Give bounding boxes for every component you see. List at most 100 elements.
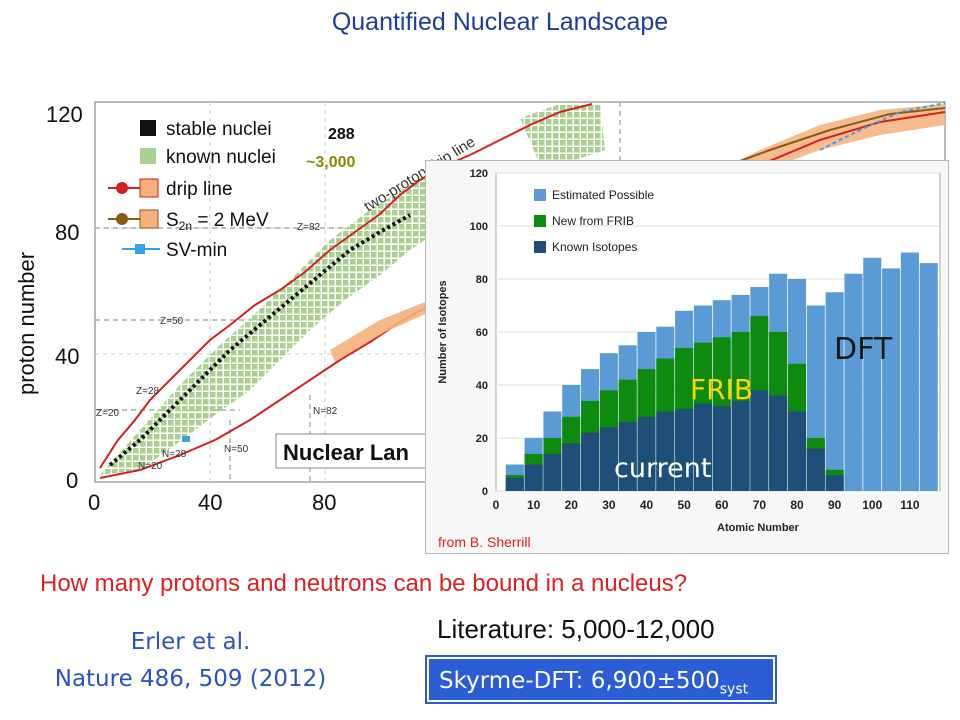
magic-z50: Z=50 (160, 316, 184, 327)
legend-stable-swatch (140, 120, 156, 136)
bar-known-isotopes-30 (599, 427, 618, 491)
frib-overlay-label: FRIB (690, 373, 753, 406)
inset-legend-label-2: Known Isotopes (552, 240, 637, 254)
citation-authors: Erler et al. (130, 629, 251, 655)
inset-ytick-0: 0 (482, 486, 488, 498)
question-text: How many protons and neutrons can be bou… (40, 570, 688, 597)
upper-s2n-line (709, 107, 946, 173)
inset-xtick-10: 10 (527, 498, 541, 512)
inset-legend-swatch-1 (534, 215, 546, 227)
result-sub: syst (719, 681, 749, 698)
inset-ytick-120: 120 (470, 168, 488, 180)
bar-known-isotopes-60 (712, 406, 731, 491)
y-axis-label: proton number (14, 252, 39, 395)
result-main: Skyrme-DFT: 6,900±500 (439, 668, 720, 694)
bar-known-isotopes-25 (581, 432, 600, 491)
proton-drip-line (99, 103, 593, 469)
banner-text: Nuclear Lan (283, 440, 409, 465)
bar-known-isotopes-85 (806, 448, 825, 491)
upper-drip-band (700, 104, 945, 195)
neutron-drip-band (330, 300, 430, 362)
inset-xtick-40: 40 (640, 498, 654, 512)
svmin-line (819, 102, 946, 151)
legend-s2n-label: S2n = 2 MeV (166, 210, 269, 233)
magic-z82: Z=82 (297, 222, 321, 233)
svmin-marker (182, 436, 190, 442)
banner-box (275, 433, 437, 469)
magic-n50: N=50 (224, 444, 249, 455)
inset-xtick-30: 30 (602, 498, 616, 512)
inset-ytick-100: 100 (470, 221, 488, 233)
inset-chart: 0 20 40 60 80 100 120 0 10 20 30 40 50 60 70 80 90 100 110… (425, 160, 949, 554)
xtick-80: 80 (312, 490, 336, 515)
xtick-0: 0 (88, 490, 100, 515)
bar-known-isotopes-10 (524, 464, 543, 491)
inset-legend-label-1: New from FRIB (552, 214, 634, 228)
ytick-0: 0 (66, 468, 78, 493)
legend-drip-marker (116, 182, 128, 194)
legend-stable-label: stable nuclei (166, 119, 272, 140)
inset-xtick-0: 0 (493, 498, 500, 512)
known-count: ~3,000 (306, 154, 355, 171)
bar-known-isotopes-20 (562, 443, 581, 491)
magic-n28: N=28 (162, 449, 187, 460)
stable-count: 288 (328, 126, 355, 143)
bar-known-isotopes-15 (543, 453, 562, 491)
inset-xtick-80: 80 (790, 498, 804, 512)
inset-legend-swatch-0 (534, 189, 546, 201)
neutron-drip-line (99, 304, 431, 479)
inset-xtick-90: 90 (828, 498, 842, 512)
inset-ytick-20: 20 (476, 433, 488, 445)
bar-known-isotopes-35 (618, 422, 637, 491)
inset-chart-svg: 0 20 40 60 80 100 120 0 10 20 30 40 50 60 70 80 90 100 110… (437, 168, 941, 550)
bar-estimated-possible-105 (882, 268, 901, 491)
known-nuclei-region (100, 168, 440, 475)
bar-known-isotopes-80 (787, 411, 807, 491)
inset-credit: from B. Sherrill (438, 534, 531, 550)
bar-known-isotopes-5 (505, 477, 524, 491)
legend-s2n-marker (116, 213, 128, 225)
literature-range: Literature: 5,000-12,000 (437, 614, 715, 644)
bar-estimated-possible-115 (919, 263, 938, 491)
bar-estimated-possible-90 (825, 292, 844, 491)
inset-ytick-60: 60 (476, 327, 488, 339)
bar-estimated-possible-110 (900, 252, 919, 491)
bar-known-isotopes-75 (769, 395, 788, 491)
citation: Erler et al. Nature 486, 509 (2012) (38, 624, 343, 698)
bar-known-isotopes-50 (675, 408, 694, 491)
current-overlay-label: current (614, 453, 711, 484)
bar-known-isotopes-40 (637, 416, 656, 491)
magic-z28: Z=28 (136, 386, 160, 397)
bar-known-isotopes-45 (656, 411, 675, 491)
inset-xtick-60: 60 (715, 498, 729, 512)
inset-xtick-50: 50 (677, 498, 691, 512)
citation-journal: Nature 486, 509 (2012) (54, 666, 327, 692)
slide-title: Quantified Nuclear Landscape (331, 8, 669, 36)
inset-xtick-100: 100 (862, 498, 882, 512)
inset-y-axis-label: Number of Isotopes (437, 280, 449, 383)
legend-svmin-marker (135, 244, 145, 254)
legend-known-swatch (140, 148, 156, 164)
ytick-40: 40 (55, 344, 79, 369)
result-box: Skyrme-DFT: 6,900±500syst (427, 657, 775, 702)
inset-legend-swatch-2 (534, 241, 546, 253)
magic-n82: N=82 (313, 406, 338, 417)
legend-known-label: known nuclei (166, 147, 276, 168)
inset-xtick-20: 20 (565, 498, 579, 512)
bar-estimated-possible-100 (863, 257, 882, 491)
bar-estimated-possible-95 (844, 273, 863, 491)
legend-drip-label: drip line (166, 179, 233, 200)
stable-valley (108, 213, 411, 467)
inset-xtick-110: 110 (900, 498, 920, 512)
ytick-120: 120 (46, 102, 83, 127)
dft-overlay-label: DFT (834, 332, 893, 367)
bar-known-isotopes-65 (731, 400, 750, 491)
bar-known-isotopes-90 (825, 475, 844, 491)
bar-known-isotopes-55 (693, 403, 712, 491)
xtick-40: 40 (198, 490, 222, 515)
inset-legend-label-0: Estimated Possible (552, 188, 654, 202)
inset-ytick-40: 40 (476, 380, 488, 392)
magic-n20: N=20 (138, 461, 163, 472)
inset-xtick-70: 70 (753, 498, 767, 512)
ytick-80: 80 (55, 220, 79, 245)
